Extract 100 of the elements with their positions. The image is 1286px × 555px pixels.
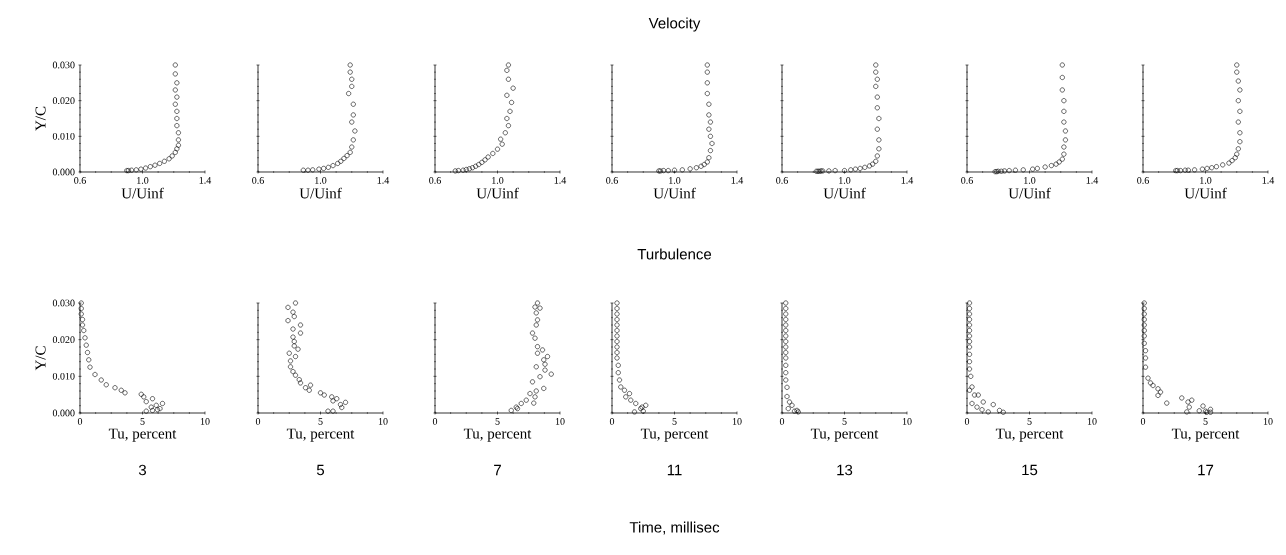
point bbox=[518, 400, 524, 406]
point bbox=[80, 322, 85, 328]
point bbox=[157, 160, 163, 166]
point bbox=[300, 167, 306, 173]
point bbox=[530, 330, 535, 336]
point bbox=[709, 140, 715, 146]
point bbox=[1204, 165, 1210, 171]
text: 17 bbox=[1198, 464, 1214, 476]
point bbox=[1209, 165, 1215, 171]
point bbox=[622, 387, 628, 393]
point bbox=[874, 94, 880, 100]
point bbox=[706, 101, 712, 107]
point bbox=[1158, 389, 1164, 395]
x-tick-label: 1.0 bbox=[1200, 177, 1212, 184]
x-tick-label: 1.0 bbox=[137, 177, 149, 184]
point bbox=[876, 137, 882, 143]
point bbox=[1148, 380, 1154, 386]
point bbox=[614, 339, 620, 344]
point bbox=[701, 162, 707, 168]
point bbox=[1059, 62, 1065, 68]
point bbox=[990, 402, 996, 408]
point bbox=[848, 167, 854, 173]
point bbox=[82, 335, 88, 341]
point bbox=[1208, 406, 1214, 412]
point bbox=[161, 158, 167, 164]
point bbox=[133, 167, 139, 173]
point bbox=[285, 304, 291, 310]
point bbox=[1059, 87, 1065, 93]
point bbox=[541, 357, 547, 363]
point bbox=[350, 112, 356, 118]
point bbox=[706, 112, 712, 118]
point bbox=[1061, 119, 1067, 125]
x-tick-label: 10 bbox=[1087, 418, 1097, 425]
point bbox=[614, 328, 620, 333]
point bbox=[1006, 168, 1012, 174]
point bbox=[533, 364, 539, 370]
point bbox=[86, 357, 92, 363]
point bbox=[1196, 408, 1202, 414]
x-tick-label: 0.6 bbox=[74, 177, 86, 184]
point bbox=[504, 67, 510, 73]
point bbox=[499, 141, 505, 147]
point bbox=[783, 306, 789, 311]
point bbox=[874, 153, 880, 159]
point bbox=[707, 119, 713, 125]
point bbox=[473, 163, 479, 169]
point bbox=[698, 163, 704, 169]
point bbox=[138, 166, 144, 172]
point bbox=[623, 394, 629, 400]
point bbox=[867, 163, 873, 169]
point bbox=[470, 165, 476, 171]
point bbox=[118, 387, 124, 393]
x-tick-label: 10 bbox=[902, 418, 912, 425]
point bbox=[285, 318, 291, 324]
y-tick-label: 0.030 bbox=[52, 299, 75, 307]
point bbox=[704, 80, 710, 86]
point bbox=[347, 62, 353, 68]
point bbox=[1056, 159, 1062, 165]
point bbox=[330, 408, 336, 414]
x-tick-label: 1.4 bbox=[554, 177, 567, 184]
x-tick-label: 1.4 bbox=[199, 177, 212, 184]
point bbox=[330, 163, 336, 169]
x-tick-label: 0 bbox=[1140, 418, 1146, 425]
point bbox=[980, 399, 986, 405]
point bbox=[979, 407, 985, 413]
point bbox=[870, 161, 876, 167]
point bbox=[643, 402, 649, 408]
point bbox=[665, 168, 671, 174]
x-tick-label: 5 bbox=[495, 418, 500, 425]
point bbox=[693, 165, 699, 171]
point bbox=[505, 62, 511, 68]
point bbox=[172, 71, 178, 77]
point bbox=[343, 399, 348, 405]
point bbox=[1061, 98, 1067, 104]
point bbox=[290, 326, 296, 332]
point bbox=[1143, 348, 1149, 354]
point bbox=[504, 116, 510, 121]
x-tick-label: 1.0 bbox=[315, 177, 327, 184]
point bbox=[1178, 168, 1184, 174]
point bbox=[687, 166, 693, 172]
point bbox=[510, 85, 516, 91]
x-tick-label: 0.6 bbox=[252, 177, 264, 184]
y-tick-label: 0.010 bbox=[52, 372, 75, 380]
x-tick-label: 0 bbox=[255, 418, 261, 425]
point bbox=[967, 300, 973, 306]
point bbox=[1061, 108, 1067, 114]
x-tick-label: 0.6 bbox=[776, 177, 788, 184]
point bbox=[310, 167, 316, 173]
point bbox=[535, 344, 541, 350]
point bbox=[783, 350, 789, 355]
point bbox=[967, 311, 973, 317]
point bbox=[1226, 160, 1232, 166]
x-axis-title: Tu, percent bbox=[1171, 428, 1240, 442]
point bbox=[169, 153, 175, 159]
x-tick-label: 5 bbox=[1203, 418, 1208, 425]
point bbox=[175, 142, 181, 148]
point bbox=[143, 399, 149, 405]
point bbox=[321, 392, 327, 398]
point bbox=[614, 355, 620, 361]
x-tick-label: 0 bbox=[964, 418, 970, 425]
point bbox=[618, 384, 624, 390]
